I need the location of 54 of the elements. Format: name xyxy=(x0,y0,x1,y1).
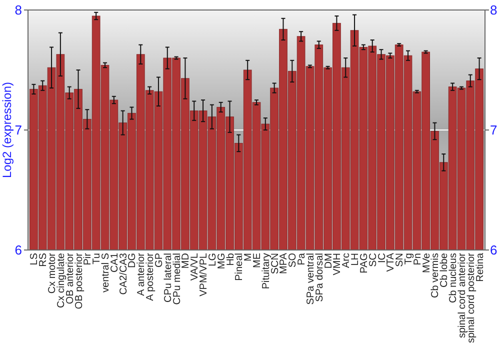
x-tick-label: DG xyxy=(127,252,138,268)
x-tick-label: MG xyxy=(216,252,228,270)
x-tick-label: LG xyxy=(207,252,218,266)
x-tick-label: VMH xyxy=(332,253,344,276)
y-tick-label: 7 xyxy=(14,122,22,138)
x-tick-label: ME xyxy=(252,252,263,268)
x-tick-label: spinal cord posterior xyxy=(466,252,477,344)
y2-tick-label: 8 xyxy=(490,2,498,18)
x-tick-label: ventral S xyxy=(100,252,112,292)
y-axis-title: Log2 (expression) xyxy=(0,82,14,178)
x-tick-label: A anterior xyxy=(136,252,148,296)
x-tick-label: MPA xyxy=(278,252,290,274)
x-tick-label: Pn xyxy=(412,253,424,266)
x-tick-label: Arc xyxy=(341,253,352,268)
x-tick-label: spinal cord anterior xyxy=(456,252,468,338)
x-tick-label: VTA xyxy=(386,252,397,272)
y-tick-label: 8 xyxy=(14,2,22,18)
x-tick-label: Pa xyxy=(296,252,308,266)
x-tick-label: OB anterior xyxy=(64,252,76,304)
x-tick-label: SCN xyxy=(270,253,281,274)
x-tick-label: SC xyxy=(368,253,379,267)
x-tick-label: M xyxy=(243,253,254,262)
y2-tick-label: 7 xyxy=(490,122,498,138)
x-tick-label: DM xyxy=(323,253,334,269)
x-tick-label: Cb nucleus xyxy=(448,253,460,304)
x-tick-label: CA1 xyxy=(109,252,120,272)
x-tick-label: Cx cingulate xyxy=(56,252,67,308)
x-tick-label: GP xyxy=(154,252,165,268)
x-tick-label: Tu xyxy=(92,253,103,264)
x-tick-label: Pir xyxy=(82,252,94,266)
x-tick-label: OB posterior xyxy=(74,252,85,310)
x-tick-label: Pineal xyxy=(234,253,246,281)
x-tick-label: SPa dorsal xyxy=(314,253,326,302)
x-tick-label: LH xyxy=(350,253,362,266)
x-tick-label: IC xyxy=(376,253,388,263)
x-tick-label: Retina xyxy=(474,252,486,282)
x-tick-label: CPu medial xyxy=(172,253,183,305)
x-tick-label: CPu lateral xyxy=(162,253,174,302)
x-tick-label: Pituitary xyxy=(260,253,272,290)
x-tick-label: VPM/VPL xyxy=(198,252,210,296)
x-tick-label: A posterior xyxy=(145,252,156,301)
x-tick-label: MVe xyxy=(421,252,432,274)
x-tick-label: RS xyxy=(38,252,50,267)
y-tick-label: 6 xyxy=(14,242,22,258)
y2-tick-label: 6 xyxy=(490,242,498,258)
x-tick-label: Hb xyxy=(225,252,236,266)
x-tick-label: Cb lobe xyxy=(439,252,450,288)
x-tick-label: LS xyxy=(29,252,40,266)
x-tick-label: SO xyxy=(288,252,299,268)
x-tick-label: PAG xyxy=(358,252,370,274)
x-tick-label: CA2/CA3 xyxy=(118,252,130,295)
x-tick-label: SPa ventral xyxy=(305,253,316,305)
x-tick-label: SN xyxy=(394,253,406,267)
x-tick-label: Tg xyxy=(404,253,414,265)
